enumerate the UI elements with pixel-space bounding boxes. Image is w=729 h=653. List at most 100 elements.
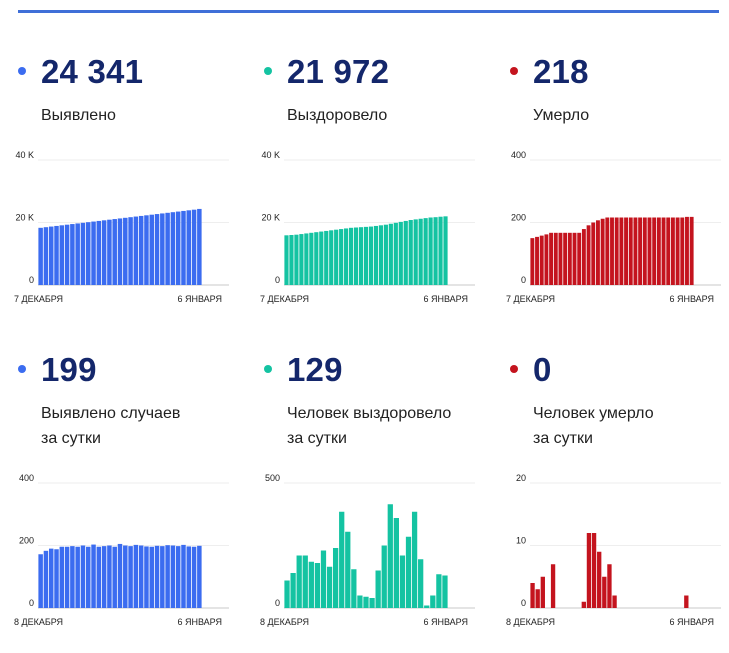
bar (413, 219, 418, 286)
bar (363, 596, 369, 608)
bar (43, 227, 49, 285)
bar (149, 214, 154, 285)
x-end-label: 6 ЯНВАРЯ (177, 294, 222, 304)
y-tick-label: 40 K (15, 150, 34, 160)
bar (59, 225, 65, 285)
x-start-label: 8 ДЕКАБРЯ (14, 617, 63, 627)
y-tick-label: 40 K (261, 150, 280, 160)
bar (38, 554, 43, 608)
bar (423, 218, 428, 286)
bar (381, 545, 387, 608)
bar (411, 511, 418, 608)
bar (175, 211, 181, 285)
bar (314, 563, 321, 608)
y-tick-label: 400 (19, 473, 34, 483)
bar (186, 546, 192, 608)
bar (349, 227, 354, 285)
bar (54, 549, 59, 608)
bar (339, 229, 344, 285)
bar (656, 217, 661, 285)
bar (408, 220, 413, 285)
bar (563, 232, 568, 285)
bar (314, 232, 319, 285)
bar (128, 217, 133, 285)
total-label: Выявлено (41, 107, 116, 124)
bar (600, 218, 605, 285)
daily-bar-chart: 0 500 8 ДЕКАБРЯ 6 ЯНВАРЯ (260, 473, 475, 627)
bar (424, 605, 430, 608)
bar (577, 232, 582, 285)
bar (596, 220, 600, 285)
bar (586, 533, 592, 608)
bar (684, 595, 689, 608)
bar (624, 217, 628, 285)
bar (334, 229, 339, 285)
total-value: 21 972 (287, 53, 390, 90)
bar (357, 595, 363, 608)
bar (619, 217, 624, 285)
bar (332, 548, 339, 608)
bar (443, 216, 448, 285)
bar (117, 218, 123, 285)
bar (48, 548, 54, 609)
bar (284, 580, 290, 608)
bar (610, 217, 614, 285)
bar (652, 217, 657, 285)
daily-value: 129 (287, 351, 343, 388)
bar (86, 546, 91, 608)
bar (628, 217, 633, 285)
daily-label: Человек выздоровело за сутки (287, 405, 452, 447)
bar (75, 223, 80, 285)
bar (442, 575, 448, 608)
bar (128, 546, 133, 609)
bar (133, 216, 139, 285)
y-tick-label: 0 (521, 275, 526, 285)
bar (86, 222, 91, 285)
total-label: Выздоровело (287, 107, 388, 124)
bar (181, 210, 186, 285)
bar (344, 228, 349, 285)
bar (170, 212, 176, 285)
bar (373, 225, 379, 285)
bar (388, 223, 393, 285)
bar (296, 555, 302, 608)
y-tick-label: 0 (29, 275, 34, 285)
bar (614, 217, 619, 285)
bar (107, 545, 112, 608)
bar (418, 218, 423, 285)
bar (181, 544, 186, 609)
bar (418, 559, 424, 608)
bar (284, 235, 289, 285)
bar (540, 576, 545, 608)
bar (101, 546, 107, 609)
bar (289, 235, 294, 285)
bar (553, 232, 558, 285)
bar (405, 536, 412, 608)
bar (80, 545, 86, 608)
bar (302, 555, 308, 608)
bar (144, 546, 149, 608)
series-dot-icon (18, 67, 26, 75)
x-end-label: 6 ЯНВАРЯ (669, 617, 714, 627)
bar (661, 217, 666, 285)
x-start-label: 7 ДЕКАБРЯ (506, 294, 555, 304)
bar (144, 215, 149, 285)
bar (112, 546, 117, 608)
bar (64, 224, 70, 285)
x-end-label: 6 ЯНВАРЯ (423, 617, 468, 627)
bar (530, 583, 535, 608)
y-tick-label: 200 (511, 213, 526, 223)
bar (191, 546, 197, 608)
bar (308, 561, 314, 608)
bar (91, 544, 96, 608)
bar (539, 235, 544, 286)
bar (638, 217, 643, 285)
card-daily-detected: 199 Выявлено случаев за сутки 0 200 400 8 Д… (14, 353, 254, 653)
daily-bar-chart: 0 10 20 8 ДЕКАБРЯ 6 ЯНВАРЯ (506, 473, 721, 627)
bar (670, 217, 675, 285)
y-tick-label: 20 K (15, 213, 34, 223)
bar (535, 236, 539, 286)
bar (91, 221, 96, 285)
bar (309, 232, 314, 285)
y-tick-label: 0 (275, 598, 280, 608)
